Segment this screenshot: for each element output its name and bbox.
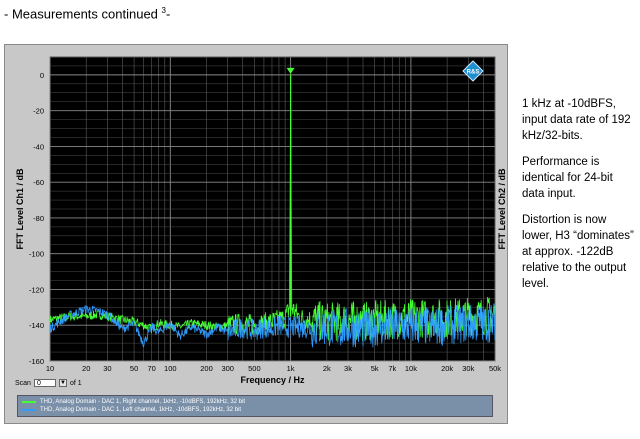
y-tick-label: -160 [29,357,44,366]
x-axis-label: Frequency / Hz [240,375,305,385]
x-tick-label: 500 [248,364,261,373]
side-notes: 1 kHz at -10dBFS, input data rate of 192… [522,96,638,302]
x-tick-label: 10k [405,364,417,373]
y-axis-label-right: FFT Level Ch2 / dB [497,168,507,250]
page-title: - Measurements continued 3- [4,6,170,21]
x-tick-label: 100 [164,364,177,373]
side-note: 1 kHz at -10dBFS, input data rate of 192… [522,98,631,142]
x-tick-label: 200 [200,364,213,373]
x-tick-label: 3k [344,364,352,373]
x-tick-label: 30 [103,364,111,373]
scan-of-label: of 1 [69,379,82,387]
y-tick-label: -80 [33,214,44,223]
y-tick-label: -120 [29,285,44,294]
x-tick-label: 2k [323,364,331,373]
x-tick-label: 50 [130,364,138,373]
x-tick-label: 7k [388,364,396,373]
x-tick-label: 20 [82,364,90,373]
y-tick-label: -100 [29,250,44,259]
y-tick-label: 0 [40,71,44,80]
legend: THD, Analog Domain - DAC 1, Right channe… [17,395,493,417]
side-note: Distortion is now lower, H3 “dominates” … [522,214,634,290]
y-tick-label: -20 [33,107,44,116]
x-tick-label: 20k [441,364,453,373]
legend-swatch [22,409,36,411]
fft-chart: 10 20 30 50 70 100 200 300 500 1k 2k 3k 5k 7k 10k 20k 30… [15,56,507,385]
page-title-suffix: - [166,6,171,22]
side-note: Performance is identical for 24-bit data… [522,156,613,200]
legend-label: THD, Analog Domain - DAC 1, Right channe… [40,399,246,405]
legend-item: THD, Analog Domain - DAC 1, Right channe… [22,398,488,406]
x-tick-label: 30k [462,364,474,373]
x-tick-label: 5k [371,364,379,373]
page-title-sup: 3 [161,6,166,15]
rs-logo-text: R&S [467,70,480,76]
rs-logo-icon [462,60,484,82]
page-title-text: - Measurements continued [4,6,158,22]
x-tick-label: 50k [489,364,501,373]
scan-label: Scan [15,379,31,387]
series-line [49,303,496,348]
y-tick-label: -140 [29,321,44,330]
x-tick-label: 10 [46,364,54,373]
y-tick-label: -60 [33,178,44,187]
analyzer-panel: 10 20 30 50 70 100 200 300 500 1k 2k 3k 5k 7k 10k 20k 30… [4,44,508,424]
legend-swatch [22,401,36,403]
y-tick-label: -40 [33,142,44,151]
legend-label: THD, Analog Domain - DAC 1, Left channel… [40,407,242,413]
x-tick-label: 300 [221,364,234,373]
x-tick-label: 70 [147,364,155,373]
scan-input[interactable]: 0 [33,379,56,387]
scan-control: Scan 0 ▼ of 1 [15,379,82,387]
legend-item: THD, Analog Domain - DAC 1, Left channel… [22,406,488,414]
y-axis-label-left: FFT Level Ch1 / dB [15,168,25,250]
scan-dropdown-icon[interactable]: ▼ [58,379,67,387]
series-line [49,111,496,342]
x-tick-label: 1k [287,364,295,373]
peak-marker [286,67,295,74]
